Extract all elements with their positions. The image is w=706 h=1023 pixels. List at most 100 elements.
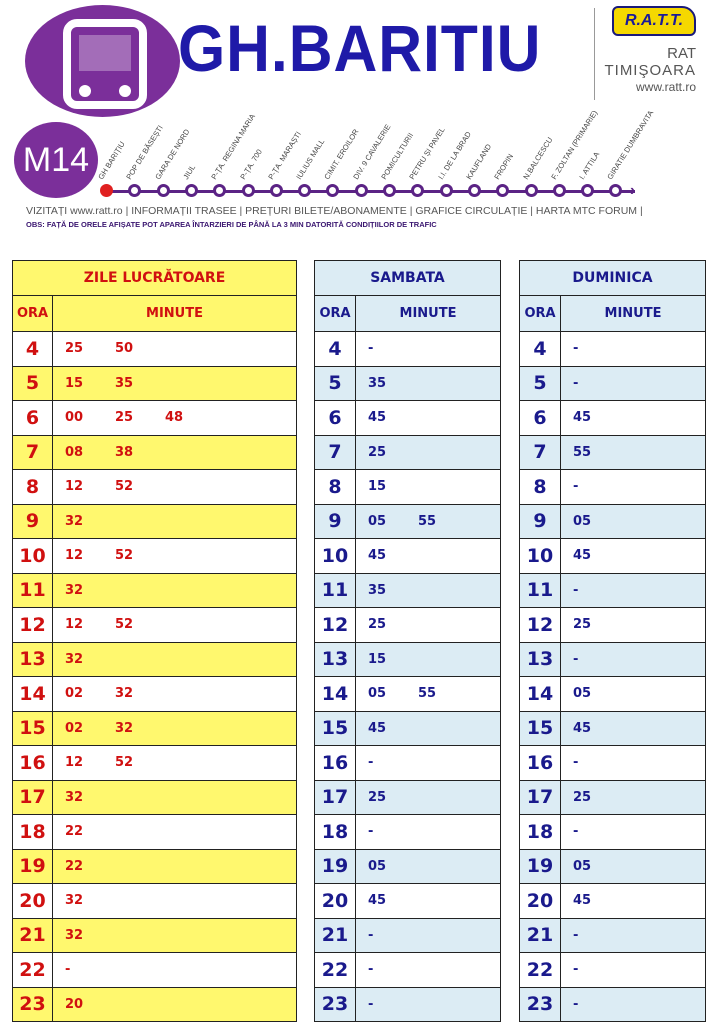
hour-cell: 19 [314, 848, 356, 884]
stop-marker [326, 184, 340, 197]
hour-cell: 7 [519, 434, 561, 470]
stop-name: GH BARIȚIU [96, 139, 127, 181]
minute-value: 52 [115, 479, 134, 495]
minutes-cell: 55 [560, 434, 706, 470]
stop-marker [100, 184, 113, 197]
minute-value: 15 [368, 479, 387, 495]
hour-cell: 5 [12, 365, 53, 401]
hour-cell: 10 [314, 538, 356, 574]
route-badge: M14 [14, 122, 98, 198]
minutes-cell: - [355, 986, 501, 1022]
minutes-cell: 32 [52, 883, 297, 919]
minute-value: - [368, 927, 374, 943]
links-bar[interactable]: VIZITAȚI www.ratt.ro | INFORMAȚII TRASEE… [26, 205, 643, 217]
table-row: 11 35 [314, 572, 501, 608]
minutes-cell: 25 [355, 607, 501, 643]
minutes-cell: 12 52 [52, 469, 297, 505]
table-row: 20 45 [519, 883, 706, 919]
hour-cell: 17 [519, 779, 561, 815]
minutes-cell: 05 55 [355, 503, 501, 539]
minute-value: - [368, 824, 374, 840]
hour-cell: 5 [519, 365, 561, 401]
minute-value: 45 [573, 410, 592, 426]
hour-cell: 23 [314, 986, 356, 1022]
hour-cell: 21 [314, 917, 356, 953]
table-row: 12 25 [519, 607, 706, 643]
table-row: 11 32 [12, 572, 297, 608]
minute-value: 15 [65, 375, 84, 391]
table-row: 6 45 [519, 400, 706, 436]
hour-cell: 14 [12, 676, 53, 712]
minutes-cell: 12 52 [52, 538, 297, 574]
table-row: 18- [519, 814, 706, 850]
minute-value: 55 [418, 513, 437, 529]
minutes-cell: 02 32 [52, 676, 297, 712]
stop-marker [213, 184, 227, 197]
minute-value: - [368, 962, 374, 978]
route-arrow-icon: › [630, 182, 636, 199]
stop-name: JIUL [181, 163, 198, 181]
hour-cell: 11 [12, 572, 53, 608]
minute-value: 45 [368, 548, 387, 564]
minutes-cell: 05 [560, 503, 706, 539]
minutes-cell: 45 [560, 883, 706, 919]
minutes-cell: 32 [52, 917, 297, 953]
minutes-cell: 35 [355, 365, 501, 401]
table-row: 16 12 52 [12, 745, 297, 781]
minutes-cell: 22 [52, 814, 297, 850]
minute-value: 52 [115, 755, 134, 771]
minute-value: 38 [115, 444, 134, 460]
minutes-cell: 05 [560, 676, 706, 712]
minute-value: 32 [65, 651, 84, 667]
hour-cell: 11 [519, 572, 561, 608]
stop-marker [156, 184, 170, 197]
hour-cell: 22 [519, 952, 561, 988]
table-title: DUMINICA [519, 260, 706, 296]
table-row: 13 15 [314, 641, 501, 677]
minutes-header: MINUTE [560, 295, 706, 332]
table-row: 9 05 [519, 503, 706, 539]
minutes-cell: 45 [355, 710, 501, 746]
hour-cell: 14 [314, 676, 356, 712]
brand-name: RAT [667, 45, 696, 62]
stop-marker [354, 184, 368, 197]
table-row: 20 32 [12, 883, 297, 919]
minute-value: 12 [65, 617, 84, 633]
minute-value: - [573, 479, 579, 495]
minutes-cell: - [560, 814, 706, 850]
table-row: 5- [519, 365, 706, 401]
table-title: SAMBATA [314, 260, 501, 296]
minute-value: 25 [573, 617, 592, 633]
table-row: 10 45 [314, 538, 501, 574]
hour-cell: 4 [314, 331, 356, 367]
minute-value: 25 [368, 617, 387, 633]
minutes-cell: 25 [560, 607, 706, 643]
hour-cell: 7 [12, 434, 53, 470]
minute-value: 32 [65, 789, 84, 805]
hour-cell: 12 [314, 607, 356, 643]
stop-marker [184, 184, 198, 197]
stop-marker [467, 184, 481, 197]
hour-cell: 18 [12, 814, 53, 850]
table-row: 9 32 [12, 503, 297, 539]
minutes-cell: 05 55 [355, 676, 501, 712]
minute-value: 32 [65, 927, 84, 943]
minutes-cell: - [355, 952, 501, 988]
hour-cell: 19 [12, 848, 53, 884]
table-row: 13 32 [12, 641, 297, 677]
hour-cell: 20 [519, 883, 561, 919]
hour-cell: 4 [12, 331, 53, 367]
minute-value: 32 [65, 582, 84, 598]
minute-value: 50 [115, 341, 134, 357]
hour-cell: 9 [12, 503, 53, 539]
hour-cell: 12 [12, 607, 53, 643]
minute-value: 05 [368, 513, 387, 529]
minute-value: 35 [115, 375, 134, 391]
minutes-cell: 02 32 [52, 710, 297, 746]
minute-value: - [573, 927, 579, 943]
minutes-cell: - [560, 572, 706, 608]
saturday-table: SAMBATA ORA MINUTE 4-5 35 6 45 7 25 8 15 9 05 55 10 45 1… [314, 260, 501, 1022]
table-row: 9 05 55 [314, 503, 501, 539]
table-row: 17 32 [12, 779, 297, 815]
minute-value: 15 [368, 651, 387, 667]
